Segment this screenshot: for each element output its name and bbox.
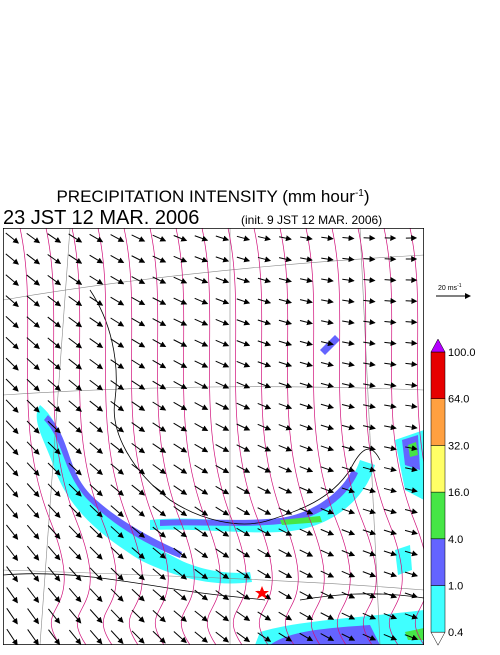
title: PRECIPITATION INTENSITY (mm hour-1) <box>56 187 369 206</box>
map <box>3 228 454 645</box>
wind-arrow <box>406 322 417 323</box>
wind-reference-superscript: -1 <box>457 283 462 289</box>
title-text: PRECIPITATION INTENSITY (mm hour <box>56 187 355 206</box>
valid-time: 23 JST 12 MAR. 2006 <box>3 207 199 229</box>
colorbar-segment <box>431 352 445 399</box>
colorbar-label: 64.0 <box>448 394 469 406</box>
title-suffix: ) <box>364 187 370 206</box>
colorbar-label: 100.0 <box>448 347 476 359</box>
wind-arrow <box>385 280 396 281</box>
colorbar-label: 1.0 <box>448 581 463 593</box>
colorbar-segment <box>431 586 445 633</box>
colorbar-segment <box>431 492 445 539</box>
colorbar-label: 0.4 <box>448 627 463 639</box>
wind-reference: 20 ms-1 <box>438 283 462 292</box>
colorbar-label: 4.0 <box>448 534 463 546</box>
colorbar-segment <box>431 539 445 586</box>
colorbar-segment <box>431 399 445 446</box>
colorbar-label: 16.0 <box>448 487 469 499</box>
colorbar-over <box>431 339 445 352</box>
colorbar-under <box>431 632 445 645</box>
wind-reference-text: 20 ms <box>438 285 458 292</box>
init-time: (init. 9 JST 12 MAR. 2006) <box>241 213 382 227</box>
colorbar-segment <box>431 445 445 492</box>
wind-arrow <box>364 238 375 239</box>
colorbar: 0.4 1.0 4.0 16.0 32.0 64.0 100.0 <box>431 339 476 645</box>
colorbar-label: 32.0 <box>448 440 469 452</box>
